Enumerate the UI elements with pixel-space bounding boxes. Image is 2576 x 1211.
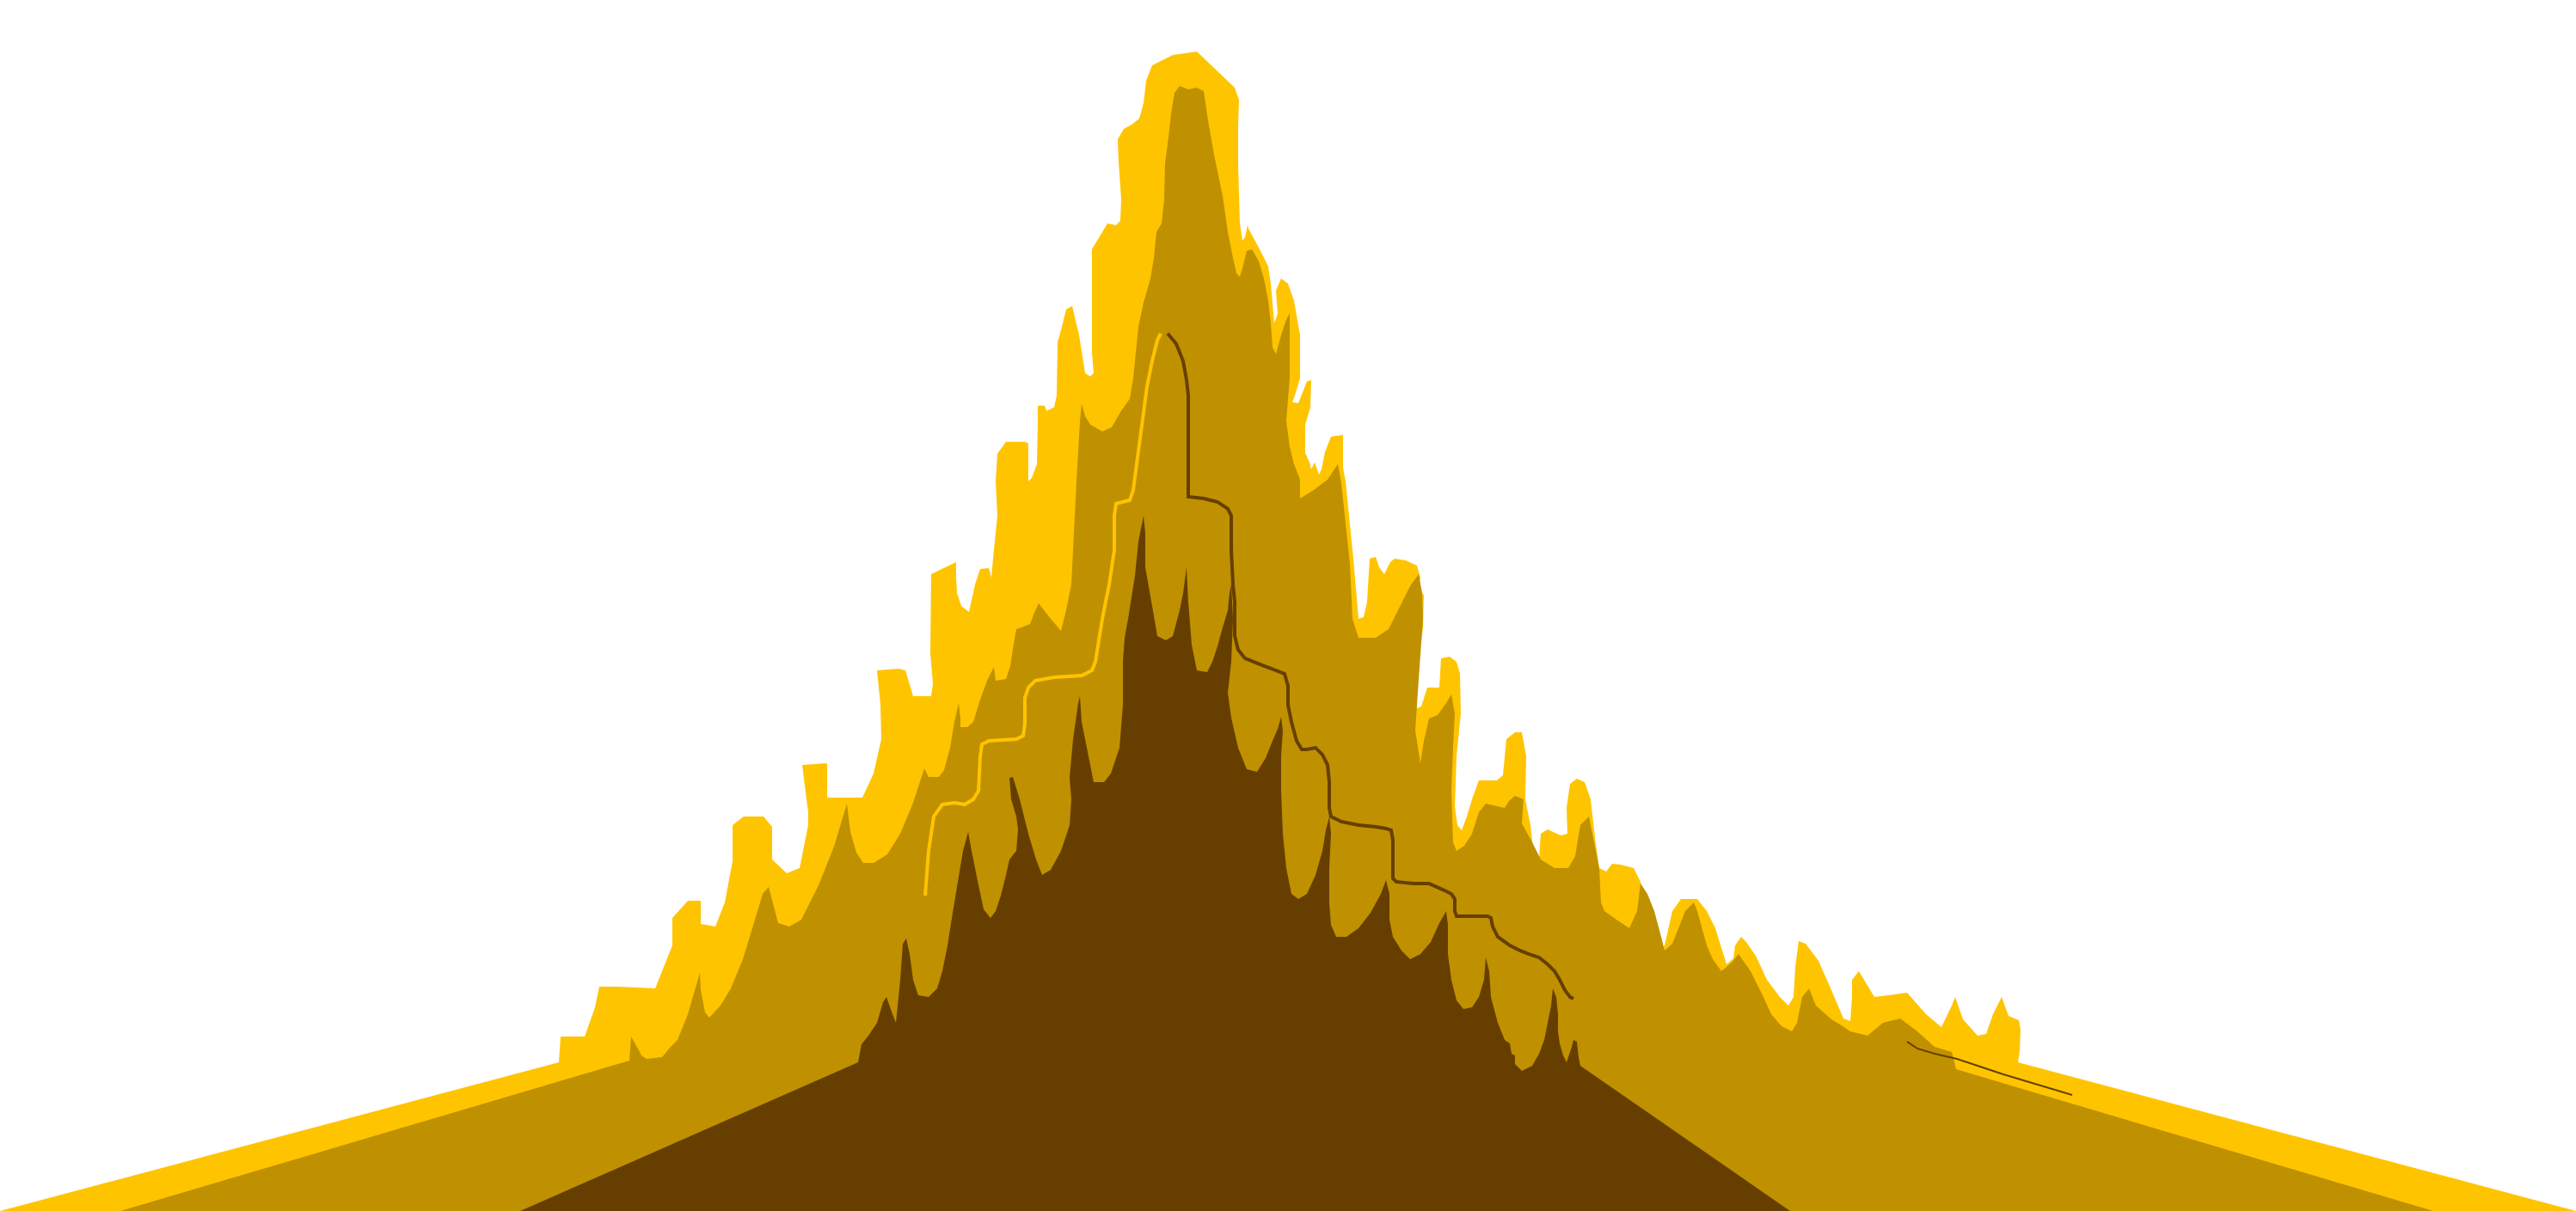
small-accent-stroke (1906, 1041, 2073, 1096)
outer-ridge-stroke (923, 333, 1162, 896)
inner-mountain-layer (520, 516, 1790, 1211)
inner-ridge-stroke (1166, 332, 1574, 1000)
middle-mountain-layer (120, 86, 2433, 1211)
